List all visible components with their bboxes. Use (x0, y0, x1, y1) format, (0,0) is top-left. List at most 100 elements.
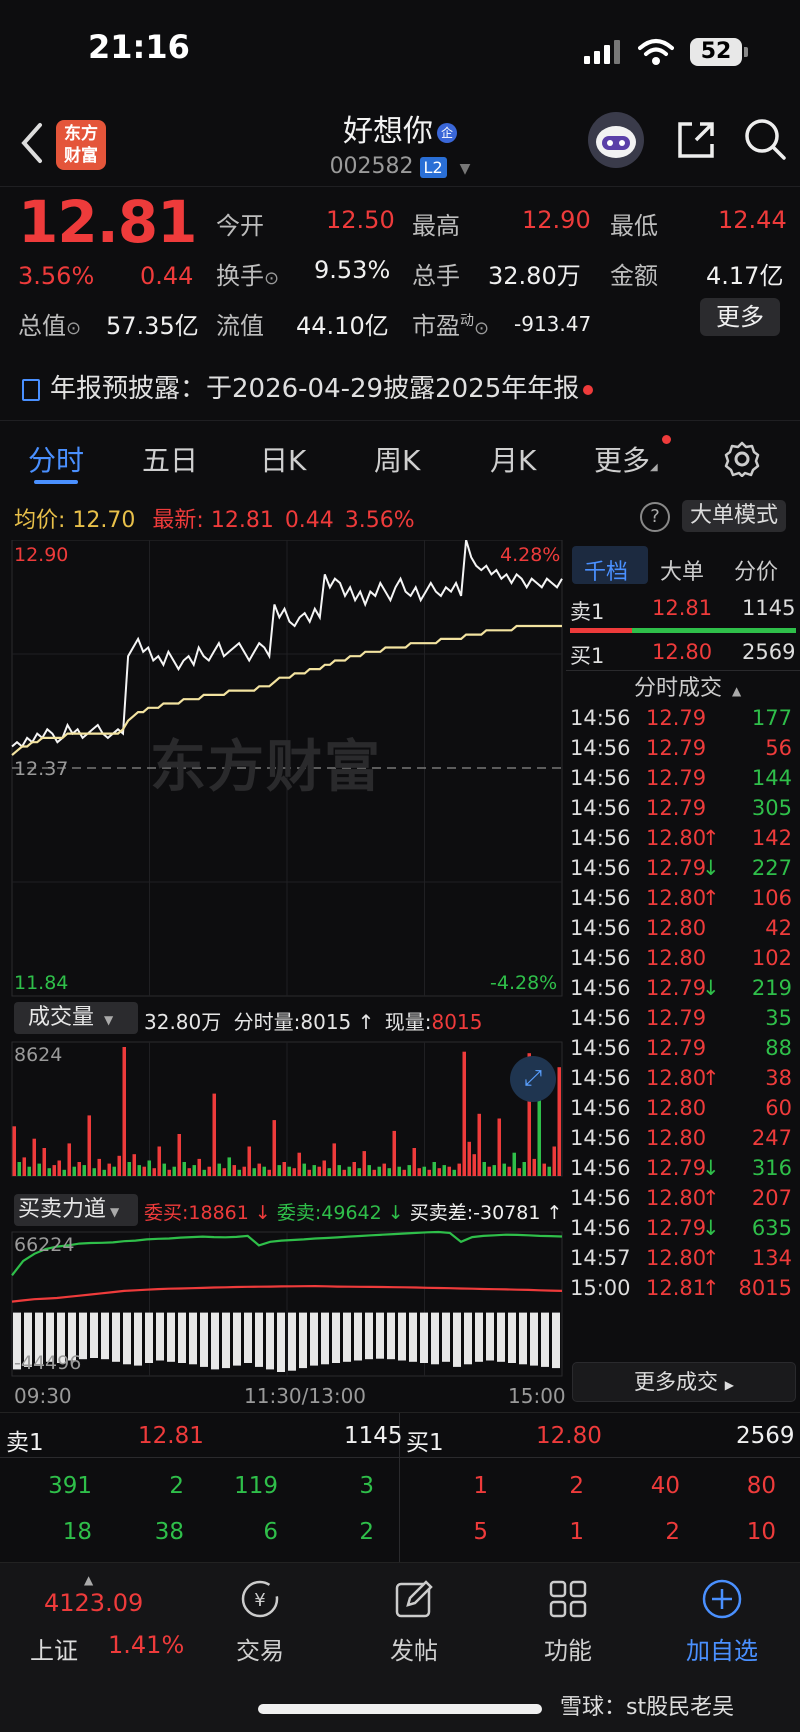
tab-big-orders[interactable]: 大单 (660, 560, 705, 585)
nav-trade[interactable]: ¥ 交易 (200, 1577, 320, 1666)
tick-arrow: ↑ (702, 826, 720, 850)
low-label: 最低 (610, 212, 658, 240)
tab-five-day[interactable]: 五日 (142, 444, 199, 477)
tick-row: 14:56 12.79 35 (566, 1006, 796, 1039)
annual-report-notice[interactable]: 年报预披露：于2026-04-29披露2025年年报 (22, 368, 594, 405)
nav-add-watchlist[interactable]: 加自选 (662, 1577, 782, 1666)
avg-price-line (11, 624, 562, 756)
tick-time: 14:56 (570, 1126, 631, 1150)
info-icon[interactable]: ⊙ (264, 268, 280, 289)
plus-circle-icon (702, 1579, 742, 1619)
volume-indicator-select[interactable]: 成交量 ▼ (14, 1002, 138, 1034)
tab-order-book[interactable]: 千档 (584, 560, 629, 585)
document-icon (22, 378, 40, 401)
info-icon[interactable]: ⊙ (66, 318, 82, 339)
mktcap-value: 57.35亿 (106, 312, 199, 340)
tick-volume: 106 (751, 886, 792, 910)
queue-volume: 2 (359, 1519, 374, 1545)
tab-daily-k[interactable]: 日K (260, 444, 307, 477)
volume-bar (422, 1166, 426, 1176)
force-indicator-select[interactable]: 买卖力道 ▼ (14, 1194, 138, 1226)
expand-icon[interactable]: ⤢ (510, 1056, 556, 1102)
volume-bar (277, 1165, 281, 1176)
last-change: 0.44 (284, 508, 334, 533)
volume-bar (57, 1160, 61, 1176)
buy-sell-force-chart (11, 1230, 563, 1377)
tick-row: 14:56 12.80 247 (566, 1126, 796, 1159)
tick-row: 14:56 12.80 102 (566, 946, 796, 979)
tick-row: 14:56 12.79 144 (566, 766, 796, 799)
tick-volume: 142 (751, 826, 792, 850)
volume-bar (452, 1169, 456, 1176)
tick-row: 14:56 12.79 56 (566, 736, 796, 769)
volume-bar (127, 1162, 131, 1176)
help-icon[interactable]: ? (640, 502, 670, 532)
more-quote-button[interactable]: 更多 (700, 298, 780, 336)
nav-functions[interactable]: 功能 (508, 1577, 628, 1666)
tick-time: 14:56 (570, 1216, 631, 1240)
tick-volume: 227 (751, 856, 792, 880)
app-logo: 东方 财富 (56, 120, 106, 170)
volume-bar (282, 1162, 286, 1176)
gear-icon[interactable] (724, 441, 760, 477)
tab-monthly-k[interactable]: 月K (490, 444, 537, 477)
volume-bar (442, 1165, 446, 1176)
signal-icon (584, 40, 620, 64)
tab-weekly-k[interactable]: 周K (374, 444, 421, 477)
volume-bar (532, 1158, 536, 1176)
tick-arrow: ↑ (702, 1186, 720, 1210)
index-value[interactable]: 4123.09 (44, 1589, 144, 1617)
header-divider (0, 186, 800, 187)
depth-sell1-price: 12.81 (138, 1423, 204, 1449)
high-label: 最高 (412, 212, 460, 240)
index-name[interactable]: 上证 (30, 1637, 78, 1665)
tab-more[interactable]: 更多◢ (594, 435, 671, 479)
volume-bar (377, 1166, 381, 1176)
stock-code-row[interactable]: 002582 L2 ▼ (0, 154, 800, 179)
tick-volume: 177 (751, 706, 792, 730)
tick-price: 12.79 (646, 1036, 707, 1060)
diff-bar (222, 1312, 230, 1369)
amount-label: 金额 (610, 262, 658, 290)
force-axis-bottom: -44496 (14, 1352, 82, 1374)
volume-bar (167, 1169, 171, 1176)
depth-sell1-label: 卖1 (6, 1430, 44, 1456)
big-order-mode-button[interactable]: 大单模式 (682, 500, 786, 532)
float-label: 流值 (216, 312, 264, 340)
tab-intraday[interactable]: 分时 (28, 444, 85, 477)
queue-volume: 2 (169, 1473, 184, 1499)
diff-bar (189, 1312, 197, 1365)
index-pct[interactable]: 1.41% (108, 1631, 185, 1659)
diff-bar (332, 1312, 340, 1363)
notice-text: 年报预披露：于2026-04-29披露2025年年报 (50, 374, 580, 404)
volume-bar (32, 1138, 36, 1176)
volume-bar (457, 1163, 461, 1176)
diff-bar (431, 1312, 439, 1365)
tick-arrow: ↓ (702, 976, 720, 1000)
diff-bar (541, 1312, 549, 1367)
volume-bar (527, 1053, 531, 1176)
more-ticks-button[interactable]: 更多成交 ▶ (572, 1362, 796, 1402)
tab-price-dist[interactable]: 分价 (734, 560, 779, 585)
depth-divider (399, 1413, 400, 1563)
robot-assistant-icon[interactable] (586, 110, 646, 170)
diff-bar (343, 1312, 351, 1362)
volume-bar (332, 1143, 336, 1176)
tick-volume: 305 (751, 796, 792, 820)
volume-bar (82, 1165, 86, 1176)
tick-time: 14:56 (570, 1096, 631, 1120)
tick-time: 14:56 (570, 1186, 631, 1210)
search-icon[interactable] (742, 116, 788, 162)
volume-bar (187, 1168, 191, 1176)
nav-post[interactable]: 发帖 (354, 1577, 474, 1666)
volume-bar (337, 1165, 341, 1176)
diff-bar (68, 1312, 76, 1361)
diff-bar (277, 1312, 285, 1372)
tick-price: 12.80 (646, 946, 707, 970)
info-icon[interactable]: ⊙ (474, 318, 490, 339)
volume-bar (307, 1169, 311, 1176)
tick-time: 14:56 (570, 1036, 631, 1060)
back-icon[interactable] (20, 122, 44, 164)
tick-price: 12.79 (646, 856, 707, 880)
share-icon[interactable] (674, 118, 718, 162)
